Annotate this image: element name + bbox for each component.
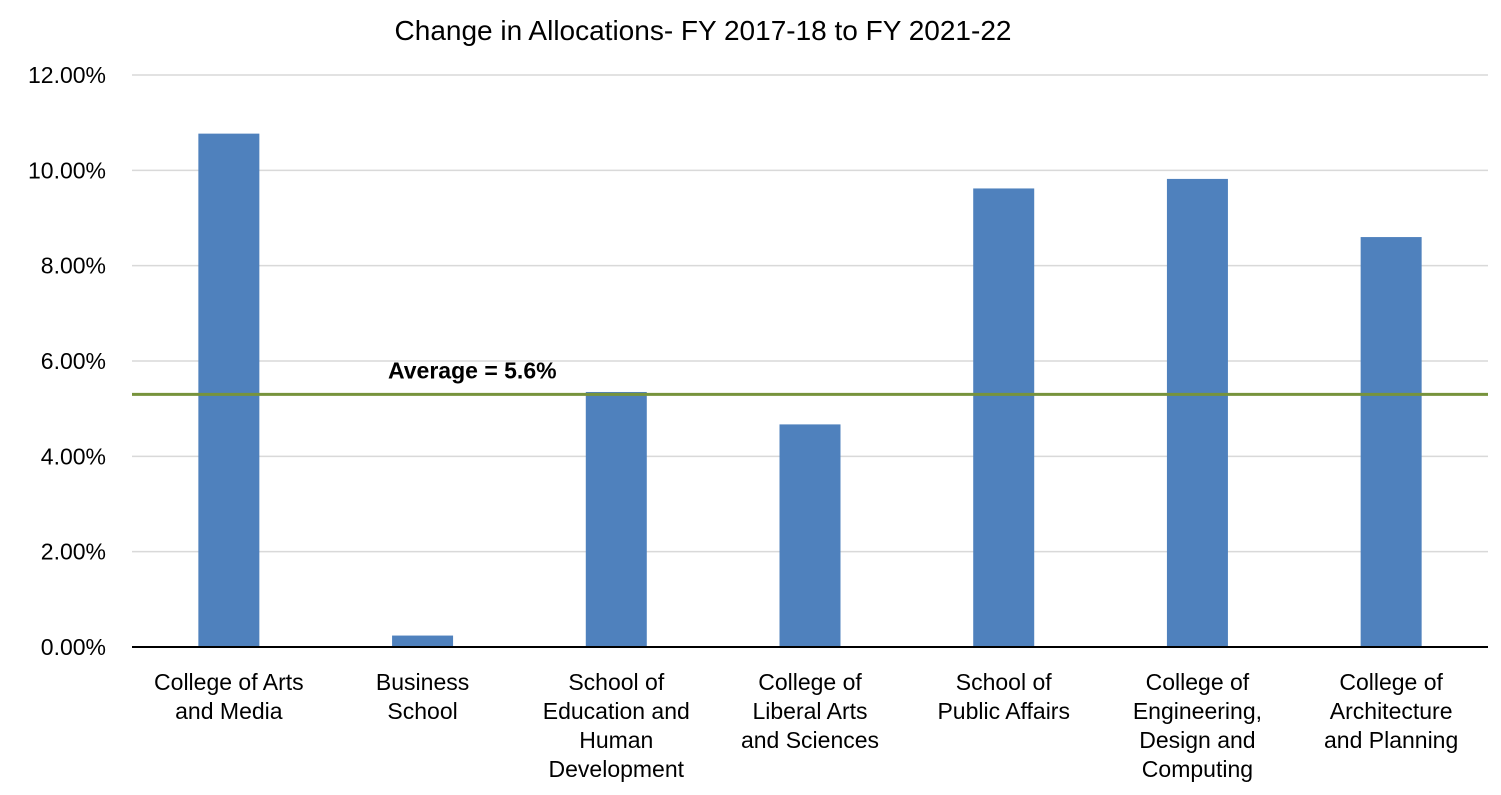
y-tick-label: 2.00%	[41, 539, 106, 565]
bar	[779, 424, 841, 647]
bar	[1360, 237, 1422, 648]
y-tick-label: 10.00%	[28, 157, 106, 183]
gridlines	[132, 74, 1488, 553]
y-tick-label: 12.00%	[28, 62, 106, 88]
x-axis-category-labels: College of Arts and Media Business School Sc…	[154, 669, 1458, 782]
average-label: Average = 5.6%	[388, 357, 557, 383]
chart-title: Change in Allocations- FY 2017-18 to FY …	[395, 15, 1012, 46]
x-tick-label: College of Engineering, Design and Computin…	[1133, 669, 1262, 782]
bar	[198, 133, 260, 647]
x-tick-label: School of Public Affairs	[937, 669, 1070, 724]
y-axis-tick-labels: 0.00% 2.00% 4.00% 6.00% 8.00% 10.00% 12.00%	[28, 62, 106, 660]
x-tick-label: Business School	[376, 669, 469, 724]
bar	[1166, 178, 1228, 647]
y-tick-label: 0.00%	[41, 634, 106, 660]
bars	[198, 133, 1422, 648]
x-tick-label: School of Education and Human Development	[543, 669, 690, 782]
y-tick-label: 8.00%	[41, 253, 106, 279]
bar	[973, 188, 1035, 648]
y-tick-label: 4.00%	[41, 443, 106, 469]
bar	[392, 635, 454, 647]
bar	[585, 391, 647, 647]
x-tick-label: College of Architecture and Planning	[1324, 669, 1458, 753]
x-tick-label: College of Liberal Arts and Sciences	[741, 669, 879, 753]
y-tick-label: 6.00%	[41, 348, 106, 374]
x-tick-label: College of Arts and Media	[154, 669, 304, 724]
